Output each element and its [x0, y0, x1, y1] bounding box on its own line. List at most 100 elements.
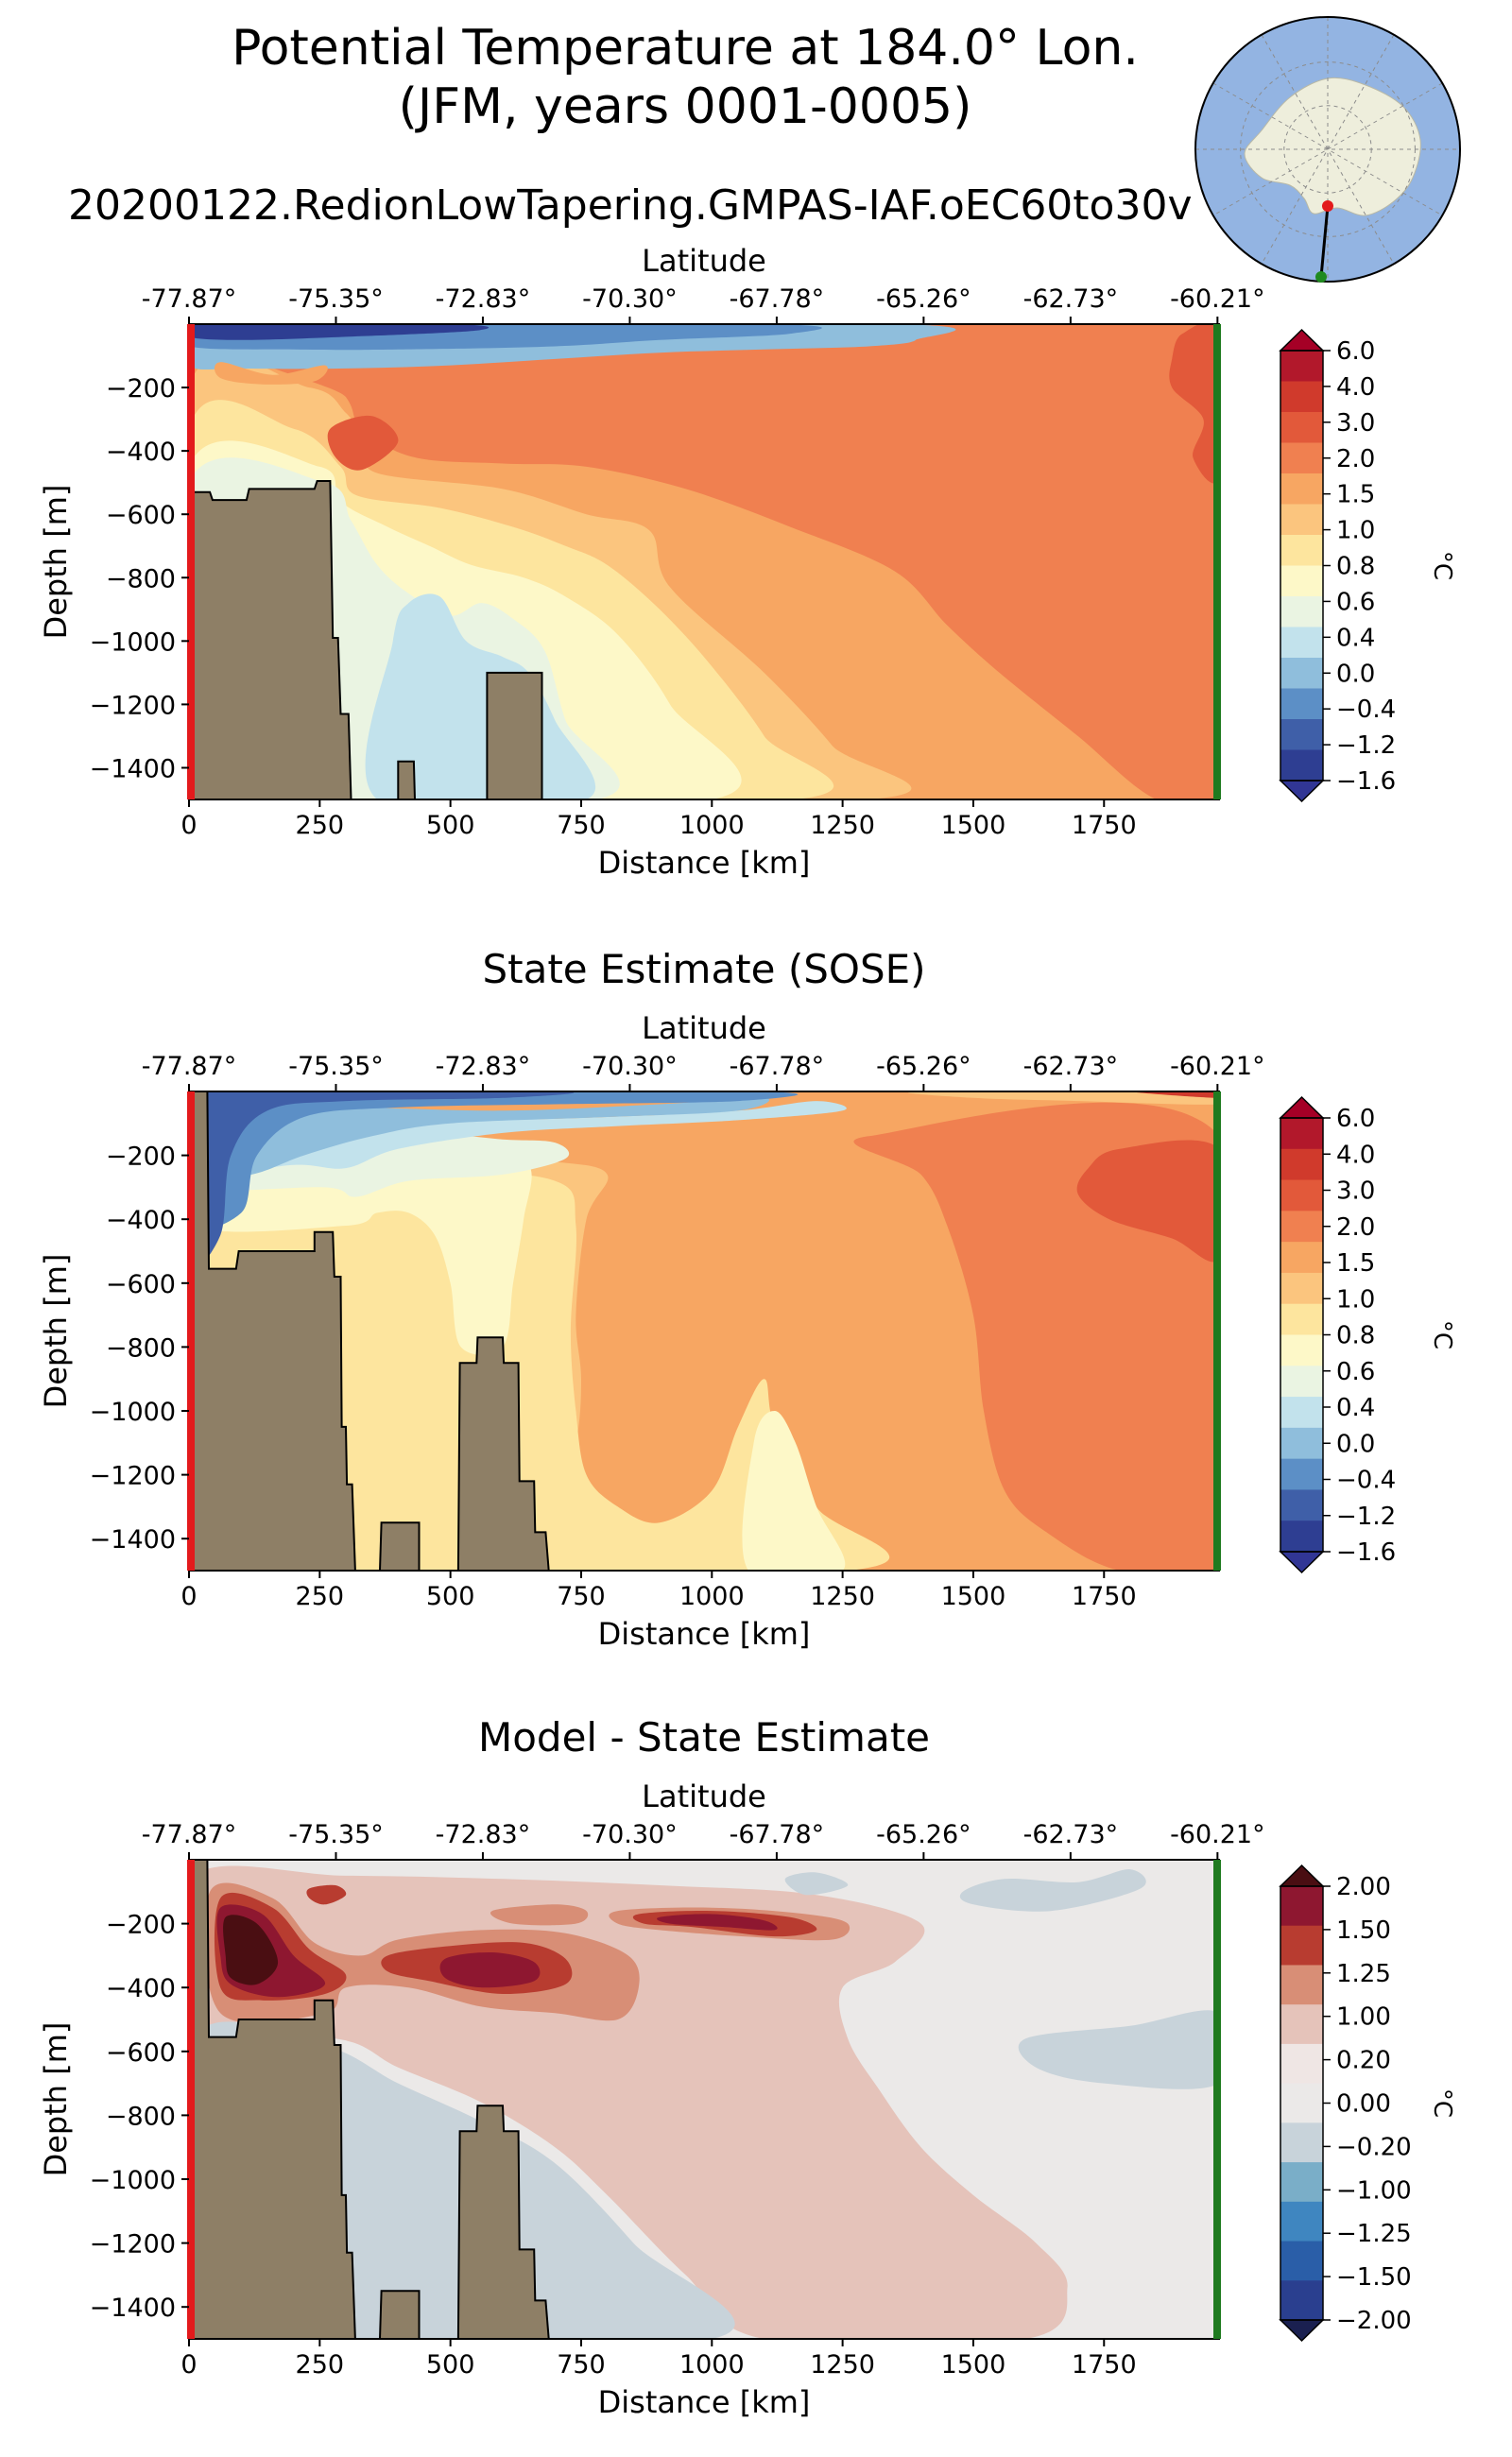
colorbar-swatch	[1280, 1272, 1323, 1305]
colorbar-tick-label: −1.50	[1336, 2263, 1412, 2292]
colorbar-swatch	[1280, 627, 1323, 659]
colorbar-tick-label: −2.00	[1336, 2307, 1412, 2335]
y-tick-label: −1200	[90, 691, 176, 720]
colorbar-swatch	[1280, 2004, 1323, 2045]
colorbar-swatch	[1280, 1458, 1323, 1490]
y-tick-label: −1200	[90, 2230, 176, 2259]
x-tick-label: 500	[426, 811, 475, 840]
colorbar-swatch	[1280, 473, 1323, 505]
colorbar-upper-extend	[1279, 1864, 1325, 1887]
colorbar-swatch	[1280, 1965, 1323, 2005]
contour-band	[189, 1140, 532, 1355]
colorbar-tick-label: −0.4	[1336, 696, 1396, 724]
colorbar-tick-label: 1.0	[1336, 517, 1375, 545]
latitude-tick-label: -67.78°	[730, 1052, 825, 1081]
x-axis-label: Distance [km]	[598, 2384, 811, 2420]
x-tick-label: 1000	[679, 2350, 745, 2380]
latitude-tick-label: -60.21°	[1170, 1820, 1265, 1849]
y-axis-label: Depth [m]	[38, 1254, 74, 1409]
colorbar-lower-extend	[1279, 1551, 1325, 1574]
x-tick-label: 750	[557, 1582, 606, 1611]
colorbar: 6.0 4.0 3.0 2.0 1.5 1.0 0.8 0.6 0.4 0.0 −0.4 −1.2 −1…	[1279, 1095, 1456, 1574]
colorbar-swatch	[1280, 1397, 1323, 1429]
contour-band	[306, 1884, 347, 1905]
colorbar-tick-label: −1.2	[1336, 1503, 1396, 1531]
colorbar-tick-label: −0.4	[1336, 1467, 1396, 1495]
colorbar-tick-label: −1.2	[1336, 731, 1396, 760]
y-tick-label: −200	[106, 1143, 176, 1172]
latitude-tick-label: -60.21°	[1170, 1052, 1265, 1081]
colorbar-swatch	[1280, 351, 1323, 382]
colorbar-tick-label: −1.6	[1336, 767, 1396, 796]
y-tick-label: −800	[106, 564, 176, 593]
colorbar-swatch	[1280, 1366, 1323, 1398]
x-tick-label: 500	[426, 2350, 475, 2380]
colorbar-tick-label: 0.8	[1336, 1322, 1375, 1350]
panel-title: Model - State Estimate	[478, 1714, 930, 1761]
figure-title-line2: (JFM, years 0001-0005)	[399, 78, 972, 135]
colorbar-swatch	[1280, 2083, 1323, 2123]
latitude-tick-label: -75.35°	[288, 284, 384, 314]
colorbar-lower-extend	[1279, 780, 1325, 803]
colorbar-swatch	[1280, 412, 1323, 443]
colorbar-swatch	[1280, 719, 1323, 750]
colorbar-tick-label: 1.5	[1336, 481, 1375, 509]
antarctic-locator-map	[1194, 16, 1461, 283]
contour-fills	[189, 1091, 1219, 1571]
colorbar-tick-label: 0.0	[1336, 1430, 1375, 1458]
y-tick-label: −600	[106, 2038, 176, 2068]
latitude-tick-label: -77.87°	[142, 284, 237, 314]
x-tick-label: 500	[426, 1582, 475, 1611]
y-tick-label: −1200	[90, 1462, 176, 1491]
y-tick-label: −1400	[90, 754, 176, 783]
colorbar-swatch	[1280, 1118, 1323, 1150]
latitude-tick-label: -75.35°	[288, 1820, 384, 1849]
contour-band	[1076, 1140, 1219, 1263]
y-axis-label: Depth [m]	[38, 2022, 74, 2177]
contour-band	[784, 1872, 849, 1896]
figure-title-line1: Potential Temperature at 184.0° Lon.	[232, 20, 1139, 77]
colorbar-swatch	[1280, 1489, 1323, 1521]
colorbar: 2.00 1.50 1.25 1.00 0.20 0.00 −0.20 −1.00 −1.25 −…	[1279, 1864, 1456, 2343]
bathymetry	[189, 1091, 550, 1571]
colorbar-tick-label: 1.0	[1336, 1285, 1375, 1314]
colorbar-tick-label: −0.20	[1336, 2133, 1412, 2161]
contour-band	[1018, 2010, 1219, 2089]
x-axis-label: Distance [km]	[598, 845, 811, 881]
latitude-tick-label: -70.30°	[582, 1820, 678, 1849]
contour-band	[1169, 324, 1219, 484]
colorbar-tick-label: 0.6	[1336, 588, 1375, 616]
figure-subtitle: 20200122.RedionLowTapering.GMPAS-IAF.oEC…	[68, 181, 1193, 230]
contour-band	[657, 1914, 778, 1931]
contour-band	[189, 1141, 890, 1571]
top-axis-label: Latitude	[642, 1010, 766, 1046]
y-tick-label: −1000	[90, 2166, 176, 2195]
contour-band	[189, 1091, 575, 1267]
latitude-tick-label: -75.35°	[288, 1052, 384, 1081]
colorbar-unit-label: °C	[1428, 2088, 1456, 2118]
latitude-tick-label: -62.73°	[1023, 1820, 1119, 1849]
x-tick-label: 0	[180, 2350, 197, 2380]
contour-band	[214, 362, 328, 385]
contour-band	[189, 324, 490, 340]
section-end-marker	[1213, 324, 1221, 799]
colorbar-swatch	[1280, 1334, 1323, 1366]
colorbar-tick-label: 0.4	[1336, 1394, 1375, 1422]
colorbar-swatch	[1280, 2162, 1323, 2203]
latitude-tick-label: -70.30°	[582, 284, 678, 314]
panel-model: 0 250 500 750 1000 1250 1500 1750 Distance [km] -…	[38, 243, 1456, 881]
x-tick-label: 1500	[941, 811, 1006, 840]
colorbar-swatch	[1280, 688, 1323, 720]
section-start-marker	[187, 324, 195, 799]
colorbar-swatch	[1280, 1886, 1323, 1927]
contour-band	[189, 1101, 847, 1177]
latitude-tick-label: -72.83°	[436, 284, 531, 314]
section-end-marker	[1213, 1860, 1221, 2339]
colorbar-swatch	[1280, 504, 1323, 536]
y-tick-label: −600	[106, 501, 176, 530]
colorbar-swatch	[1280, 2043, 1323, 2085]
section-start-marker	[187, 1860, 195, 2339]
colorbar-swatch	[1280, 596, 1323, 627]
colorbar-unit-label: °C	[1428, 551, 1456, 580]
